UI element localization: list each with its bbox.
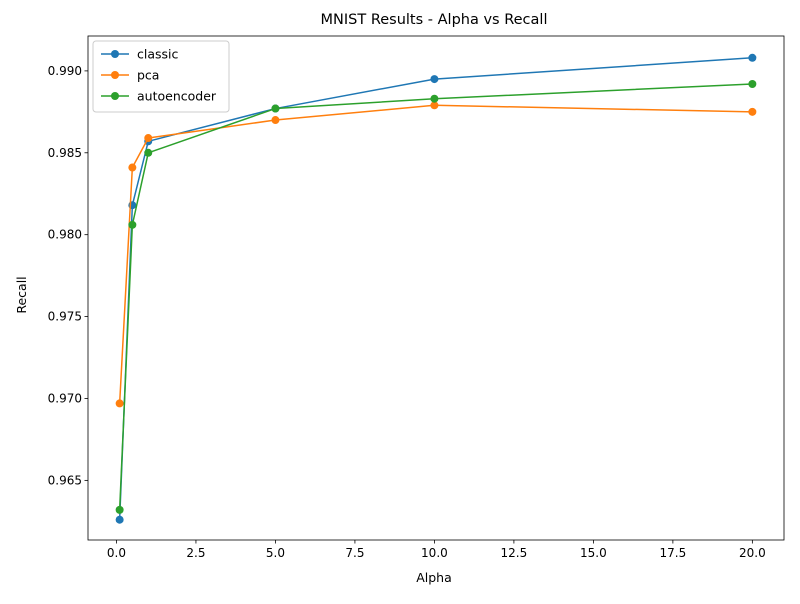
data-point-autoencoder <box>271 104 280 113</box>
plot-area: 0.0 2.5 5.0 7.5 10.0 12.5 15.0 17.5 20.0 0.965 0.9… <box>48 35 785 560</box>
data-point-autoencoder <box>128 220 137 229</box>
data-point-autoencoder <box>144 148 153 157</box>
data-point-autoencoder <box>115 505 124 514</box>
data-point-autoencoder <box>430 94 439 103</box>
x-axis-label: Alpha <box>416 570 452 585</box>
x-tick-label: 17.5 <box>660 546 687 560</box>
series-classic <box>115 53 757 524</box>
data-point-pca <box>128 163 137 172</box>
data-point-classic <box>115 515 124 524</box>
x-tick-label: 0.0 <box>107 546 126 560</box>
y-tick-label: 0.980 <box>48 228 82 242</box>
y-tick-label: 0.985 <box>48 146 82 160</box>
data-point-pca <box>115 399 124 408</box>
legend-marker-pca <box>111 71 119 79</box>
data-point-pca <box>748 107 757 116</box>
legend: classic pca autoencoder <box>92 40 230 113</box>
data-point-classic <box>430 75 439 84</box>
x-tick-label: 15.0 <box>580 546 607 560</box>
y-axis-label: Recall <box>14 276 29 313</box>
axes-frame <box>87 35 785 541</box>
y-tick-label: 0.975 <box>48 310 82 324</box>
y-tick-label: 0.965 <box>48 473 82 487</box>
series-line-autoencoder <box>118 83 753 510</box>
data-point-pca <box>144 134 153 143</box>
legend-box <box>92 40 230 113</box>
series-line-classic <box>118 57 753 520</box>
y-tick-label: 0.970 <box>48 391 82 405</box>
x-tick-label: 12.5 <box>501 546 528 560</box>
x-tick-label: 2.5 <box>186 546 205 560</box>
series-line-pca <box>118 104 753 404</box>
data-point-autoencoder <box>748 79 757 88</box>
data-point-pca <box>430 101 439 110</box>
x-tick-label: 20.0 <box>739 546 766 560</box>
series-autoencoder <box>115 79 757 514</box>
series-pca <box>115 101 757 408</box>
chart-title: MNIST Results - Alpha vs Recall <box>321 12 548 28</box>
legend-label-autoencoder: autoencoder <box>137 89 217 104</box>
legend-label-classic: classic <box>137 47 179 62</box>
legend-marker-classic <box>111 50 119 58</box>
x-tick-label: 7.5 <box>345 546 364 560</box>
legend-marker-autoencoder <box>111 92 119 100</box>
x-tick-label: 5.0 <box>266 546 285 560</box>
data-point-pca <box>271 116 280 125</box>
legend-label-pca: pca <box>137 68 159 83</box>
y-tick-label: 0.990 <box>48 64 82 78</box>
data-point-classic <box>748 53 757 62</box>
x-tick-label: 10.0 <box>421 546 448 560</box>
